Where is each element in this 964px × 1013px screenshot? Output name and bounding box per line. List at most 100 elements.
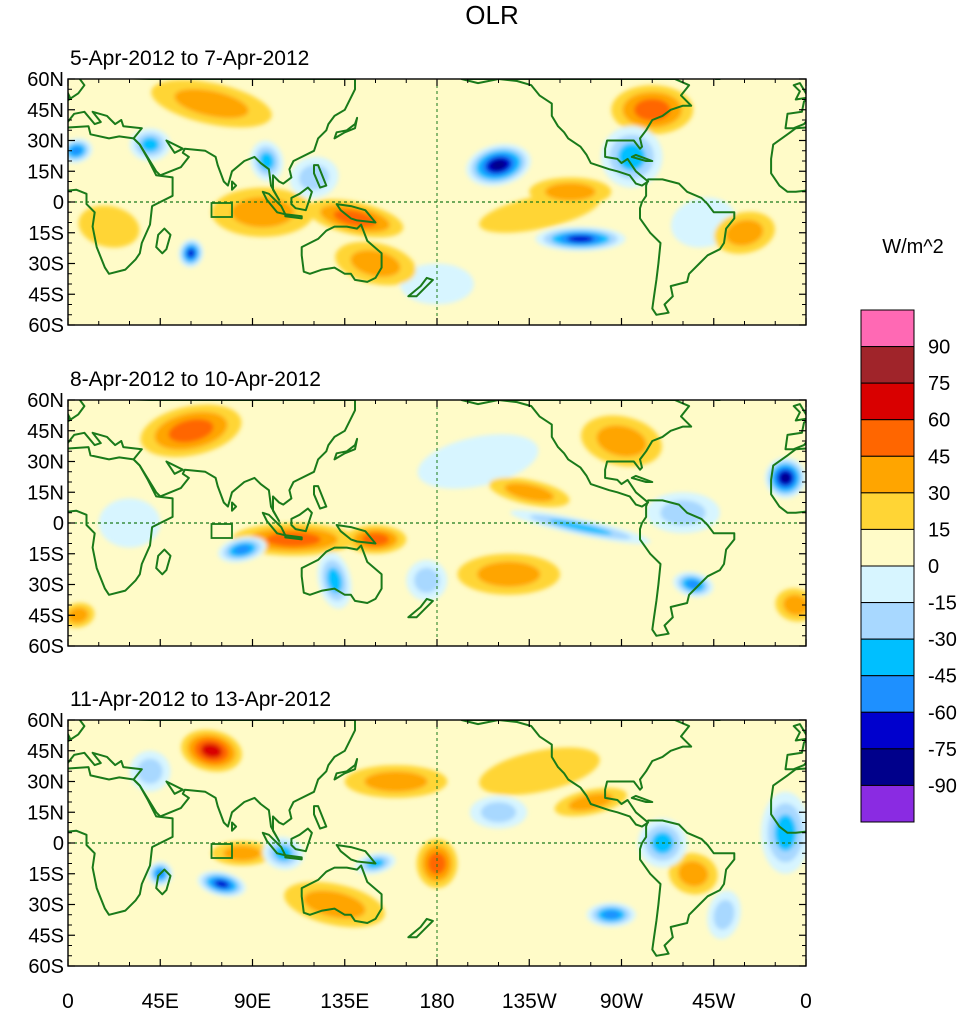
lat-label: 30S: [28, 575, 64, 597]
lat-label: 45N: [27, 741, 64, 763]
lat-label: 60N: [27, 69, 64, 91]
colorbar-label: -15: [928, 593, 957, 615]
coastline-australia: [300, 544, 383, 604]
lon-label: 0: [62, 990, 74, 1013]
lon-label: 135E: [320, 990, 369, 1013]
coastline-new-guinea: [335, 524, 377, 545]
anomaly-contour-negative: [214, 880, 229, 888]
anomaly-contour-negative: [567, 235, 594, 243]
anomaly-contour-positive: [504, 483, 554, 502]
map-field: [68, 400, 806, 646]
coastline-uk: [792, 403, 806, 422]
anomaly-contour-negative: [602, 910, 620, 920]
colorbar-swatch: [860, 492, 915, 530]
coastline-philippines: [313, 164, 328, 189]
lat-label: 60N: [27, 390, 64, 412]
coastline-sri-lanka: [231, 180, 238, 191]
coastline-new-guinea: [335, 844, 377, 865]
coastline-n-america: [460, 720, 693, 828]
anomaly-contour-negative: [140, 137, 160, 152]
anomaly-contour-positive: [678, 861, 709, 887]
lat-label: 15S: [28, 544, 64, 566]
coastline-madagascar: [155, 868, 172, 896]
colorbar-label: 30: [928, 483, 950, 505]
anomaly-contour-positive: [477, 561, 541, 587]
reference-box: [210, 843, 233, 859]
coastline-uk: [68, 412, 71, 420]
anomaly-contour-positive: [350, 250, 401, 277]
continent-outlines: [68, 720, 806, 957]
anomaly-contour-negative: [326, 567, 343, 594]
coastline-arabia-gulf: [165, 780, 184, 795]
lat-label: 60S: [28, 315, 64, 337]
anomaly-contour-positive: [725, 219, 764, 246]
colorbar-label: 15: [928, 519, 950, 541]
colorbar-swatch: [860, 382, 915, 421]
coastline-australia: [300, 223, 383, 283]
map-field: [68, 79, 806, 325]
anomaly-layer: [68, 79, 775, 305]
lat-label: 15S: [28, 864, 64, 886]
lat-label: 15S: [28, 223, 64, 245]
coastline-eurasia: [784, 98, 806, 130]
anomaly-contour-negative: [490, 159, 507, 171]
coastline-borneo: [290, 827, 313, 853]
colorbar-swatch: [860, 565, 915, 604]
coastline-nz: [407, 917, 434, 939]
lat-label: 60N: [27, 710, 64, 732]
colorbar-label: -45: [928, 666, 957, 688]
lat-label: 30S: [28, 895, 64, 917]
lon-label: 180: [419, 990, 454, 1013]
lat-label: 30S: [28, 254, 64, 276]
coastline-eurasia: [68, 79, 356, 201]
coastline-arabia-gulf: [165, 139, 184, 154]
coastline-borneo: [290, 507, 313, 533]
anomaly-contour-positive: [545, 182, 596, 201]
coastline-japan: [333, 116, 359, 140]
anomaly-contour-negative: [774, 814, 797, 851]
colorbar-swatch: [860, 784, 915, 823]
colorbar-label: 45: [928, 446, 950, 468]
coastline-sri-lanka: [231, 821, 238, 832]
colorbar-swatch: [860, 675, 915, 713]
coastline-japan: [333, 758, 359, 781]
colorbar-swatch: [860, 602, 915, 640]
lat-label: 0: [53, 513, 64, 535]
anomaly-contour-positive: [68, 607, 89, 623]
lat-label: 60S: [28, 956, 64, 978]
anomaly-contour-positive: [783, 594, 806, 616]
reference-box: [210, 523, 233, 539]
anomaly-contour-positive: [479, 747, 600, 796]
lat-label: 30N: [27, 131, 64, 153]
lat-label: 15N: [27, 482, 64, 504]
colorbar-label: 60: [928, 410, 950, 432]
lon-label: 45W: [692, 990, 735, 1013]
coastline-africa: [68, 766, 174, 916]
lat-label: 45S: [28, 605, 64, 627]
coastline-s-america: [639, 819, 736, 957]
lat-label: 45S: [28, 284, 64, 306]
anomaly-contour-positive: [168, 419, 214, 443]
lon-label: 90W: [600, 990, 643, 1013]
coastline-eurasia: [68, 400, 356, 522]
colorbar: W/m^2 90 75 60 45 30 15 0 -15 -30 -45 -60 -75 -90: [860, 236, 957, 823]
coastline-java: [284, 534, 303, 541]
coastline-arabia-gulf: [165, 460, 184, 475]
longitude-axis: 0 45E 90E 135E 180 135W 90W 45W 0: [62, 990, 812, 1013]
colorbar-label: -30: [928, 629, 957, 651]
anomaly-contour-negative: [417, 434, 539, 489]
colorbar-label: -90: [928, 775, 957, 797]
lat-label: 45N: [27, 100, 64, 122]
colorbar-swatch: [860, 346, 915, 384]
coastline-africa: [68, 125, 174, 275]
coastline-africa: [68, 446, 174, 596]
panel-date-label: 11-Apr-2012 to 13-Apr-2012: [70, 688, 331, 711]
coastline-java: [284, 213, 303, 220]
colorbar-swatch: [860, 711, 915, 750]
anomaly-contour-negative: [660, 500, 706, 526]
map-panel-1: 5-Apr-2012 to 7-Apr-2012 60N 45N 30N 15N 0 15S…: [27, 47, 807, 337]
coastline-madagascar: [155, 548, 172, 576]
continent-outlines: [68, 79, 806, 316]
reference-box: [210, 202, 233, 218]
